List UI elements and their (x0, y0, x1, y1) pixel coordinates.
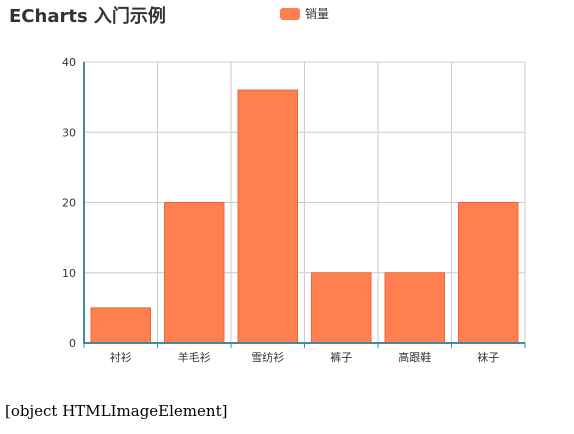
legend-swatch (280, 8, 300, 20)
legend-label: 销量 (305, 7, 330, 21)
bar-袜子 (458, 202, 519, 344)
legend[interactable]: 销量 (280, 6, 329, 22)
bar-裤子 (311, 272, 372, 344)
bar-羊毛衫 (164, 202, 225, 344)
y-tick-label: 30 (62, 126, 76, 139)
x-tick-label: 裤子 (330, 350, 352, 364)
x-tick-label: 羊毛衫 (178, 350, 211, 364)
y-tick-label: 0 (69, 337, 76, 350)
bar-高跟鞋 (384, 272, 445, 344)
x-tick-label: 袜子 (477, 350, 499, 364)
y-tick-label: 20 (62, 197, 76, 210)
x-tick-label: 衬衫 (110, 351, 132, 364)
y-tick-label: 40 (62, 56, 76, 69)
chart-title: ECharts 入门示例 (9, 6, 166, 27)
x-tick-label: 雪纺衫 (251, 350, 284, 364)
footer-text: [object HTMLImageElement] (5, 402, 228, 420)
y-tick-label: 10 (62, 267, 76, 280)
x-tick-label: 高跟鞋 (398, 350, 431, 364)
bar-雪纺衫 (237, 89, 298, 344)
bar-衬衫 (90, 307, 151, 344)
